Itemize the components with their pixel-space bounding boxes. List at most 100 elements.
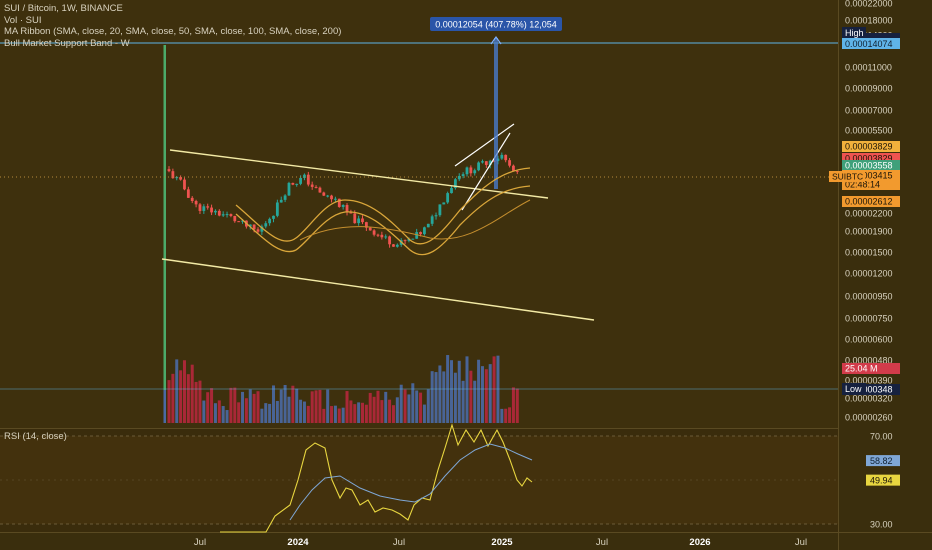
price-axis-label: 0.00000348 [845,385,893,395]
measure-arrow [490,35,502,45]
legend-ma-ribbon[interactable]: MA Ribbon (SMA, close, 20, SMA, close, 5… [4,26,342,37]
volume-bar [182,360,186,423]
volume-bar [380,400,384,423]
volume-bar [244,398,248,423]
volume-bar [372,396,376,423]
price-axis-label: 0.00000600 [845,335,893,345]
candle [403,240,407,242]
ma-slow [299,199,531,241]
volume-bar [237,402,241,423]
low-label-bg [842,383,866,394]
volume-bar [333,405,337,423]
candle [372,230,376,235]
legend-title[interactable]: SUI / Bitcoin, 1W, BINANCE [4,3,123,14]
volume-bar [260,408,264,423]
volume-bar [450,360,454,423]
candle [248,224,252,227]
volume-bar [314,390,318,423]
price-axis-label: 0.00003829 [845,142,893,152]
price-tag-bg [842,153,900,164]
candle [364,222,368,228]
rsi-axis-label: 58.82 [870,456,893,466]
volume-bar [287,396,291,423]
candle [430,216,434,224]
low-label: Low [845,384,862,394]
volume-bar [353,404,357,423]
volume-bar [361,402,364,423]
candle [450,187,453,194]
candle [337,198,341,207]
candle [167,169,171,172]
time-axis-label: Jul [194,537,206,548]
volume-bar [407,394,411,423]
volume-bar [484,369,488,423]
legend-support-band[interactable]: Bull Market Support Band - W [4,37,130,49]
volume-bar [395,397,399,423]
time-axis-label: 2024 [287,537,309,548]
volume-bar [175,359,179,423]
candle [217,210,221,216]
volume-bar [291,385,295,423]
candle [310,184,314,187]
price-axis-label: 0.00002200 [845,209,893,219]
ma-ribbon-lower [235,185,531,256]
volume-bar [457,360,461,423]
price-tag-bg [842,179,900,190]
high-label-bg [842,27,866,38]
candle [260,226,264,232]
volume-bar [248,389,252,423]
high-value: 0.00014074 [845,39,893,49]
rsi-axis-label: 30.00 [870,520,893,530]
volume-bar [422,404,426,423]
volume-bar [202,400,206,423]
candle [423,227,426,235]
candle [318,187,322,193]
candle [210,207,213,213]
volume-bar [337,408,341,423]
volume-bar [415,390,419,423]
candle [349,212,353,214]
volume-bar [225,410,229,423]
candle [194,201,198,205]
candle [252,224,256,230]
candle [415,232,419,239]
price-tag-bg [842,384,900,395]
candle [202,206,206,211]
candle [368,227,372,231]
volume-bar [500,408,504,423]
price-axis-label: 0.00002612 [845,197,893,207]
volume-bar [511,387,515,423]
price-axis-label: 0.00001200 [845,269,893,279]
price-axis-label: 0.00001900 [845,227,893,237]
candle [504,154,508,161]
volume-bar [349,400,353,423]
legend-volume[interactable]: Vol · SUI [4,14,42,26]
rsi-legend[interactable]: RSI (14, close) [4,431,67,442]
candle [214,210,217,213]
candle [353,213,357,224]
candle [384,236,388,238]
price-tag-bg [842,141,900,152]
candle [334,198,337,200]
volume-bar [213,403,217,423]
price-axis-label: 0.00000950 [845,292,893,302]
volume-bar [376,390,380,423]
measure-bar [494,38,498,189]
candle [515,170,519,172]
ma-ribbon-upper [235,167,531,245]
candle [322,192,326,196]
price-axis-label: 0.00007000 [845,106,893,116]
candle [426,223,430,228]
volume-bar [465,356,469,423]
candle [473,170,477,174]
volume-bar [368,392,372,423]
volume-bar [229,387,233,423]
volume-bar [419,392,423,423]
volume-bar [391,405,395,423]
rsi-pane [0,423,838,533]
volume-bar [434,372,438,423]
time-axis-label: Jul [795,537,807,548]
rsi-line [220,423,533,533]
rsi-ma-line [289,443,533,521]
